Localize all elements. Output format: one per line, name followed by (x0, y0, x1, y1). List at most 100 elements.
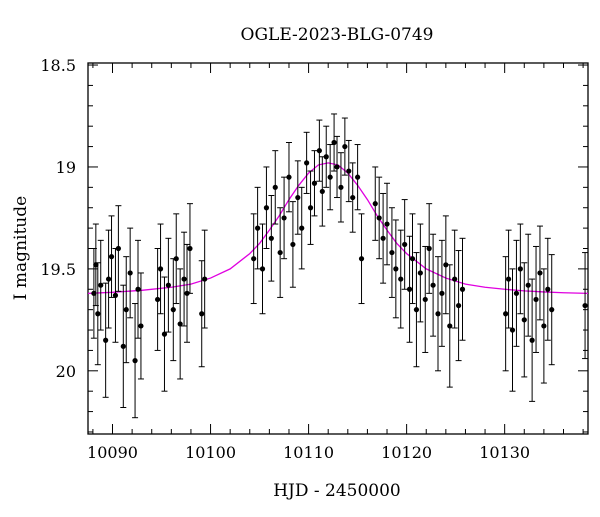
data-point (277, 249, 283, 256)
data-point (406, 286, 413, 292)
data-point (316, 148, 322, 154)
data-point (503, 311, 509, 317)
y-tick-label: 19 (56, 158, 76, 177)
x-tick-label: 10110 (283, 443, 334, 462)
data-point (529, 337, 535, 343)
data-point (334, 164, 340, 170)
data-point (319, 188, 325, 195)
data-point (286, 174, 292, 180)
data-point (505, 276, 512, 282)
data-point (452, 276, 458, 282)
data-point (443, 262, 449, 268)
data-point (537, 270, 543, 276)
data-point (521, 317, 527, 323)
x-axis-label: HJD - 2450000 (273, 481, 401, 501)
data-point (533, 296, 539, 303)
data-point (389, 249, 395, 256)
data-point (120, 343, 126, 349)
data-point (350, 194, 356, 201)
data-point (199, 311, 205, 317)
data-point (455, 302, 462, 309)
data-point (439, 290, 445, 296)
y-tick-label: 19.5 (40, 260, 76, 279)
data-point (380, 235, 386, 241)
data-point (165, 282, 171, 288)
data-point (435, 311, 441, 317)
data-point (447, 323, 453, 329)
data-point (105, 276, 112, 282)
data-point (549, 307, 555, 313)
data-point (281, 215, 287, 221)
x-tick-label: 10130 (479, 443, 530, 462)
data-point (132, 358, 138, 364)
data-point (170, 307, 176, 313)
data-point (323, 154, 329, 160)
data-point (251, 256, 257, 262)
data-points-layer (90, 113, 589, 419)
data-point (513, 290, 520, 296)
data-point (91, 290, 97, 296)
data-point (338, 184, 344, 190)
data-point (355, 174, 361, 180)
data-point (112, 292, 119, 298)
data-point (525, 282, 531, 288)
data-point (422, 296, 428, 303)
data-point (417, 270, 423, 276)
data-point (272, 184, 278, 190)
data-point (459, 286, 466, 292)
data-point (331, 139, 337, 146)
y-tick-label: 20 (56, 362, 76, 381)
data-point (430, 282, 436, 288)
data-point (103, 337, 109, 343)
data-point (138, 323, 144, 329)
chart-title: OGLE-2023-BLG-0749 (241, 25, 434, 45)
data-point (304, 160, 310, 166)
data-point (582, 302, 588, 309)
y-tick-label: 18.5 (40, 56, 76, 75)
data-point (95, 311, 101, 317)
x-tick-label: 10090 (87, 443, 138, 462)
data-point (98, 282, 104, 288)
data-point (402, 241, 408, 248)
data-point (342, 143, 348, 150)
data-point (161, 331, 168, 337)
data-point (202, 276, 208, 282)
data-point (384, 221, 390, 227)
data-point (376, 215, 382, 221)
data-point (307, 205, 314, 211)
data-point (290, 241, 296, 248)
data-point (517, 266, 523, 272)
data-point (509, 327, 516, 333)
data-point (268, 235, 274, 241)
x-tick-label: 10120 (381, 443, 432, 462)
data-point (358, 256, 365, 262)
data-point (135, 286, 141, 292)
data-point (187, 245, 193, 252)
data-point (127, 270, 133, 276)
data-point (108, 254, 115, 260)
data-point (157, 266, 164, 272)
data-point (413, 307, 420, 313)
data-point (426, 245, 432, 252)
data-point (123, 307, 129, 313)
data-point (346, 168, 352, 174)
data-point (173, 256, 179, 262)
y-axis-label: I magnitude (11, 196, 31, 300)
data-point (545, 286, 551, 292)
data-point (299, 225, 305, 231)
data-point (295, 194, 301, 201)
data-point (115, 245, 121, 252)
data-point (398, 276, 404, 282)
data-point (327, 174, 333, 180)
data-point (393, 266, 399, 272)
data-point (93, 262, 99, 268)
data-point (541, 323, 547, 329)
data-point (259, 266, 266, 272)
data-point (255, 225, 261, 231)
data-point (181, 276, 187, 282)
data-point (177, 321, 183, 327)
axis-ticks-layer: 10090 10100 10110 10120 10130 18.5 19 19.5 20 (40, 56, 588, 462)
x-tick-label: 10100 (185, 443, 236, 462)
